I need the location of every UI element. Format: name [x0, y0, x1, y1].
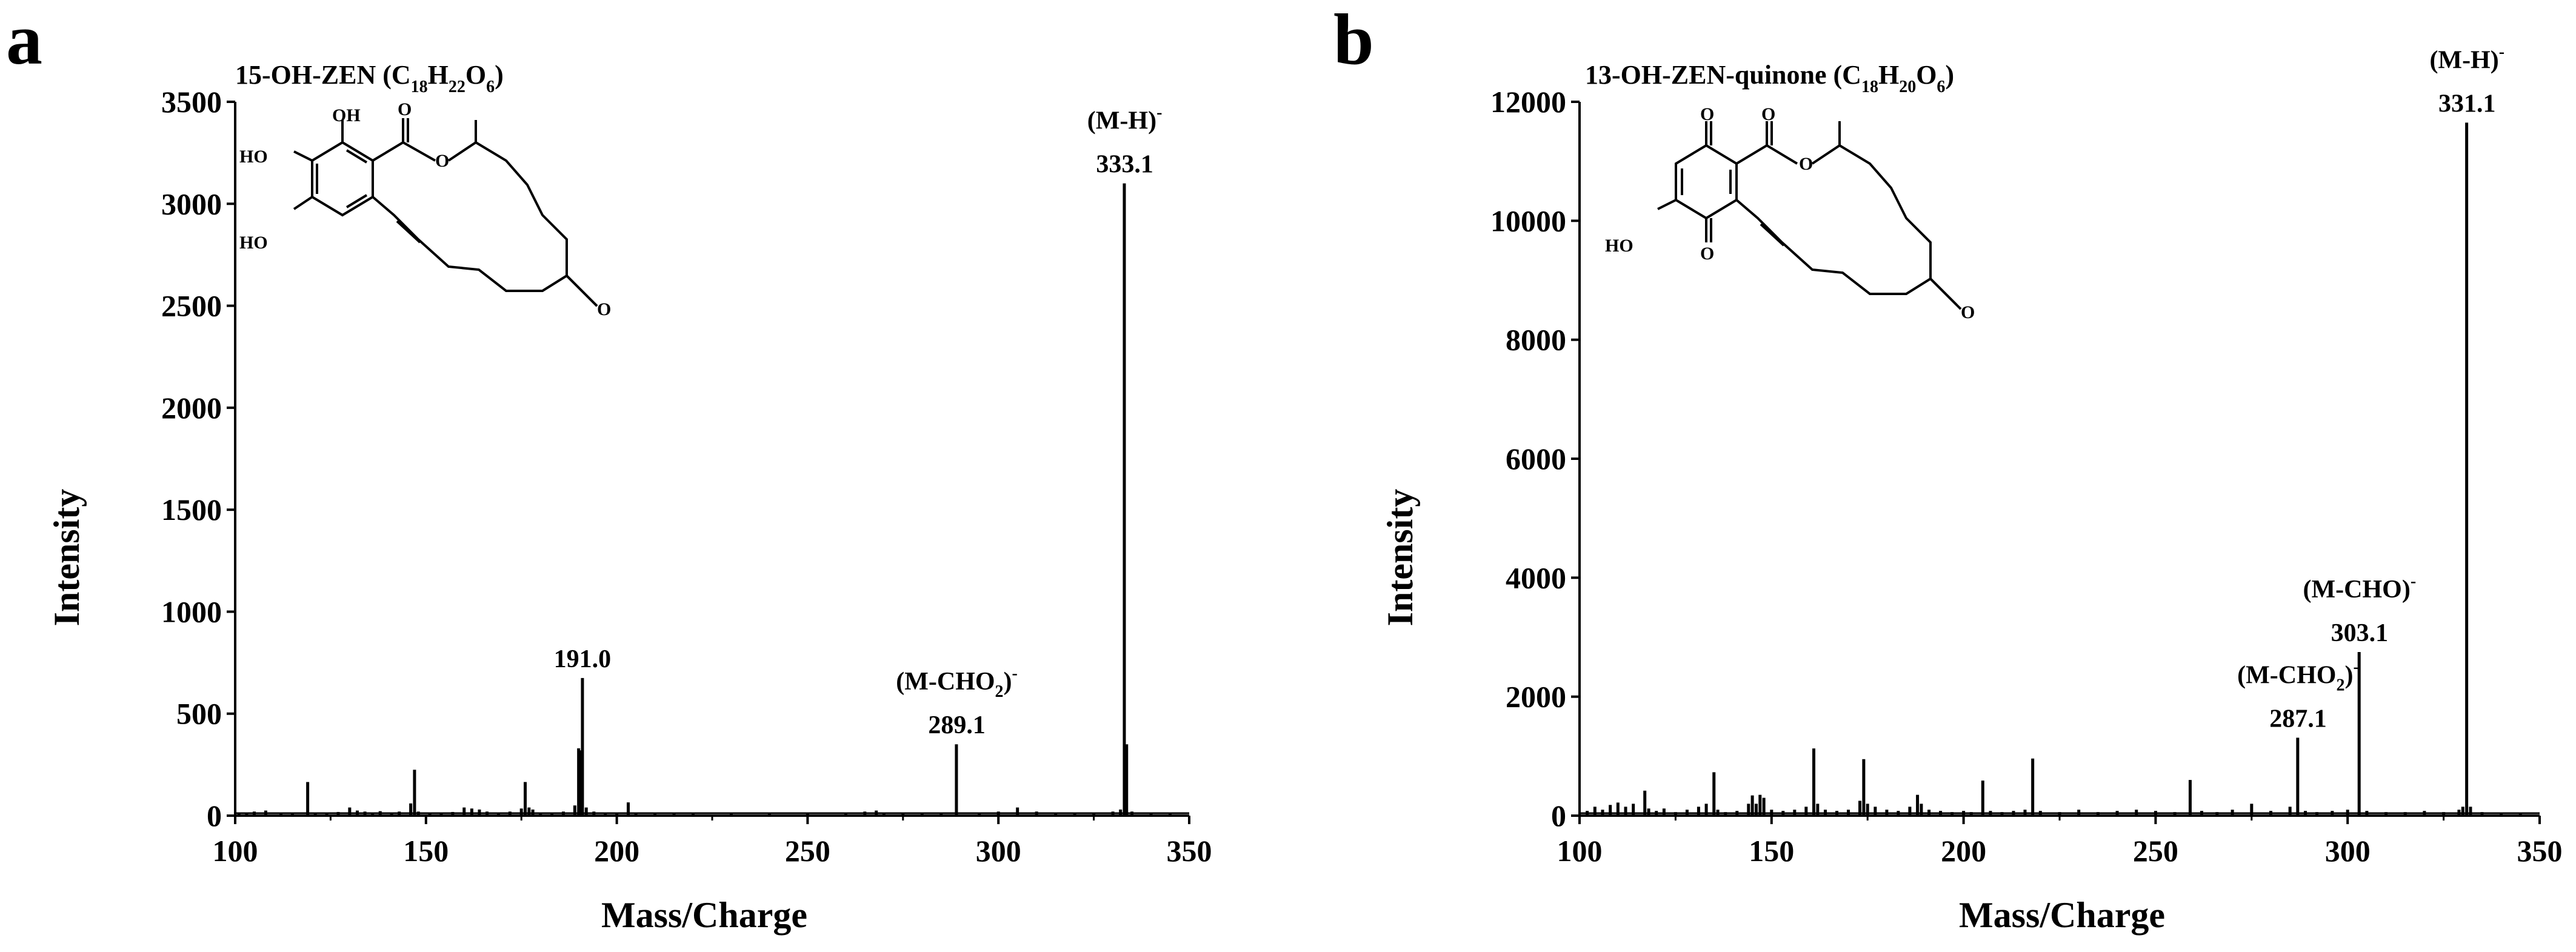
- panel-b-peak-mz-label: 303.1: [2331, 619, 2389, 647]
- panel-a-x-tick-label: 300: [976, 834, 1021, 868]
- panel-a-peak-ion-label: (M-CHO2)-: [896, 664, 1018, 701]
- atom-label: OH: [332, 105, 361, 125]
- panel-b-letter: b: [1333, 0, 1374, 79]
- panel-a-y-tick-label: 0: [207, 799, 222, 833]
- panel-b-x-tick-label: 150: [1749, 834, 1794, 868]
- panel-b-x-tick-label: 250: [2133, 834, 2178, 868]
- panel-a-y-tick-label: 2500: [161, 289, 222, 323]
- panel-b-molecule-structure: [1657, 121, 1962, 310]
- atom-label: HO: [239, 233, 268, 253]
- panel-b-y-axis-title: Intensity: [1380, 489, 1420, 627]
- panel-a-peak-mz-label: 333.1: [1096, 151, 1153, 179]
- panel-a-peak-mz-label: 289.1: [928, 711, 986, 739]
- panel-a-peak-mz-label: 191.0: [554, 645, 612, 673]
- panel-a-x-tick-label: 350: [1167, 834, 1212, 868]
- atom-label: O: [398, 99, 412, 119]
- atom-label: O: [1761, 104, 1775, 124]
- panel-a-compound-title: 15-OH-ZEN (C18H22O6): [235, 60, 504, 96]
- panel-b-y-tick-label: 8000: [1506, 323, 1566, 357]
- panel-b-y-tick-label: 2000: [1506, 680, 1566, 714]
- atom-label: HO: [1605, 236, 1633, 256]
- panel-a-y-tick-label: 1500: [161, 493, 222, 527]
- panel-a: a 15-OH-ZEN (C18H22O6) OH O HO HO O O 0 5…: [6, 0, 1212, 935]
- panel-b-peak-mz-label: 287.1: [2269, 705, 2327, 733]
- panel-a-x-tick-label: 250: [785, 834, 830, 868]
- panel-b-y-tick-label: 4000: [1506, 561, 1566, 594]
- panel-a-molecule-structure: [293, 118, 598, 307]
- panel-b-y-tick-label: 12000: [1490, 85, 1566, 119]
- panel-b-peak-ion-label: (M-CHO)-: [2303, 572, 2417, 604]
- panel-b-peak-ion-label: (M-CHO2)-: [2237, 657, 2359, 694]
- panel-a-peak-ion-label: (M-H)-: [1087, 104, 1163, 135]
- atom-label: O: [1700, 104, 1714, 124]
- atom-label: O: [1799, 154, 1813, 174]
- atom-label: O: [1961, 302, 1975, 322]
- panel-a-y-tick-label: 3500: [161, 85, 222, 119]
- panel-a-y-tick-label: 500: [176, 697, 222, 731]
- panel-b-y-tick-label: 0: [1551, 799, 1566, 833]
- panel-b-peak-ion-label: (M-H)-: [2429, 42, 2504, 74]
- panel-a-x-tick-label: 150: [403, 834, 449, 868]
- panel-a-letter: a: [6, 0, 42, 79]
- panel-a-y-tick-label: 2000: [161, 391, 222, 425]
- panel-b-x-tick-label: 350: [2517, 834, 2563, 868]
- panel-a-x-tick-label: 200: [594, 834, 639, 868]
- panel-a-plot: 0 500 1000 1500 2000 2500 3000 3500 100 150 200 250…: [161, 85, 1212, 868]
- panel-b-y-tick-label: 10000: [1490, 204, 1566, 238]
- panel-b: b 13-OH-ZEN-quinone (C18H20O6) O O O HO …: [1333, 0, 2563, 935]
- atom-label: HO: [239, 147, 268, 167]
- panel-b-plot: 0 2000 4000 6000 8000 10000 12000 100 150 200 250 3…: [1490, 42, 2563, 868]
- atom-label: O: [597, 299, 611, 319]
- panel-b-compound-title: 13-OH-ZEN-quinone (C18H20O6): [1585, 60, 1954, 96]
- panel-a-y-tick-label: 3000: [161, 187, 222, 221]
- panel-b-x-tick-label: 300: [2325, 834, 2371, 868]
- panel-b-x-axis-title: Mass/Charge: [1959, 895, 2165, 935]
- panel-a-y-axis-title: Intensity: [47, 489, 87, 627]
- panel-b-peak-mz-label: 331.1: [2438, 90, 2496, 118]
- panel-b-x-tick-label: 100: [1557, 834, 1603, 868]
- panel-b-x-tick-label: 200: [1941, 834, 1986, 868]
- atom-label: O: [1700, 244, 1714, 264]
- panel-b-y-tick-label: 6000: [1506, 442, 1566, 476]
- atom-label: O: [435, 151, 449, 171]
- panel-a-x-tick-label: 100: [213, 834, 258, 868]
- panel-a-x-axis-title: Mass/Charge: [601, 895, 807, 935]
- panel-a-y-tick-label: 1000: [161, 594, 222, 628]
